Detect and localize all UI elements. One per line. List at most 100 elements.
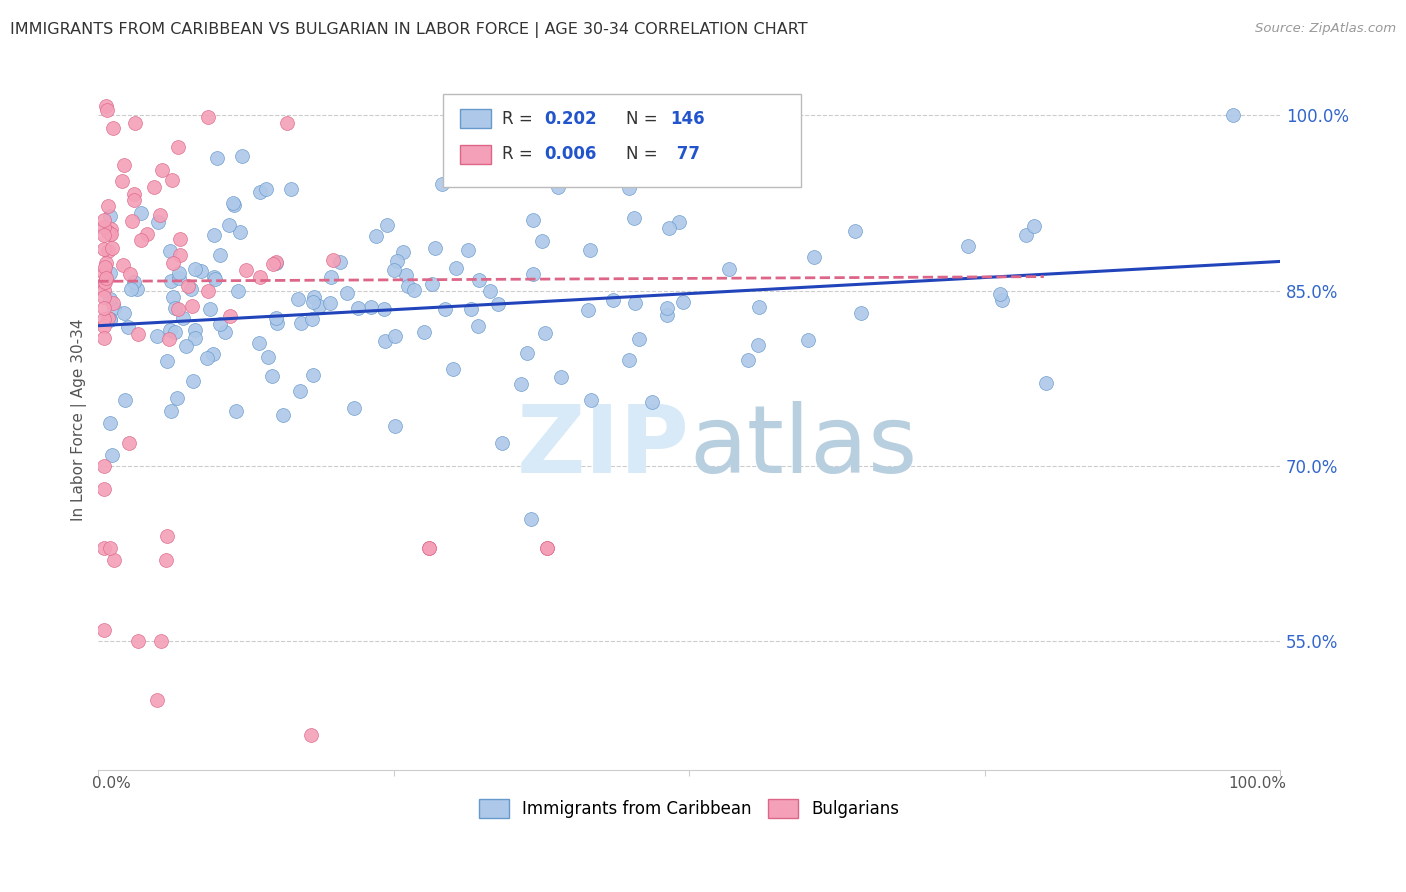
Point — [617, 181, 640, 195]
Point — [578, 243, 600, 257]
Point — [453, 169, 475, 184]
Point — [418, 541, 440, 555]
Point — [458, 152, 481, 166]
Point — [717, 262, 740, 277]
Point — [617, 353, 640, 368]
Point — [413, 325, 436, 339]
Point — [460, 301, 482, 316]
Point — [382, 262, 405, 277]
Point — [195, 351, 218, 365]
Point — [1024, 219, 1046, 234]
Point — [319, 270, 342, 285]
Point — [249, 269, 271, 284]
Point — [262, 257, 284, 271]
Point — [93, 219, 115, 234]
Text: 100.0%: 100.0% — [1229, 776, 1286, 791]
Point — [364, 229, 387, 244]
Point — [111, 174, 134, 188]
Point — [430, 178, 453, 192]
Point — [152, 162, 174, 177]
Point — [404, 284, 426, 298]
Point — [299, 728, 322, 742]
Point — [318, 296, 340, 310]
Point — [127, 634, 149, 648]
Point — [519, 165, 541, 179]
Point — [97, 199, 120, 213]
Point — [796, 333, 818, 347]
Point — [162, 255, 184, 269]
Point — [322, 253, 344, 268]
Point — [93, 458, 115, 473]
Point — [101, 241, 124, 255]
Point — [172, 311, 194, 326]
Point — [112, 158, 135, 172]
Point — [169, 232, 191, 246]
Point — [100, 222, 122, 236]
Text: 0.202: 0.202 — [544, 110, 596, 128]
Point — [174, 339, 197, 353]
Point — [418, 541, 440, 555]
Point — [347, 301, 370, 315]
Point — [146, 329, 169, 343]
Point — [478, 284, 501, 298]
Point — [222, 196, 245, 211]
Point — [491, 435, 513, 450]
Point — [122, 275, 145, 289]
Point — [395, 268, 418, 282]
Point — [1035, 376, 1057, 390]
Point — [98, 266, 121, 280]
Point — [204, 271, 226, 285]
Point — [94, 275, 117, 289]
Point — [94, 99, 117, 113]
Point — [93, 266, 115, 280]
Point — [177, 279, 200, 293]
Point — [184, 261, 207, 276]
Point — [547, 180, 569, 194]
Point — [628, 332, 651, 346]
Point — [169, 266, 191, 280]
Y-axis label: In Labor Force | Age 30-34: In Labor Force | Age 30-34 — [72, 318, 87, 521]
Point — [93, 290, 115, 304]
Text: Source: ZipAtlas.com: Source: ZipAtlas.com — [1256, 22, 1396, 36]
Point — [93, 283, 115, 297]
Point — [266, 316, 288, 330]
Text: R =: R = — [502, 110, 538, 128]
Point — [434, 301, 457, 316]
Point — [93, 276, 115, 290]
Point — [166, 140, 188, 154]
Point — [373, 302, 395, 317]
Point — [226, 285, 249, 299]
Point — [276, 116, 298, 130]
Point — [247, 335, 270, 350]
Point — [156, 529, 179, 543]
Point — [214, 325, 236, 339]
Point — [163, 325, 186, 339]
Text: N =: N = — [626, 110, 662, 128]
Point — [93, 312, 115, 326]
Point — [420, 277, 443, 291]
Point — [98, 541, 121, 555]
Point — [169, 248, 191, 262]
Point — [747, 338, 769, 352]
Point — [536, 541, 558, 555]
Point — [844, 224, 866, 238]
Point — [136, 227, 159, 241]
Point — [98, 292, 121, 306]
Point — [266, 256, 288, 270]
Point — [160, 172, 183, 186]
Point — [384, 329, 406, 343]
Point — [444, 261, 467, 276]
Text: R =: R = — [502, 145, 538, 163]
Point — [97, 244, 120, 258]
Point — [94, 270, 117, 285]
Point — [148, 208, 170, 222]
Point — [120, 267, 142, 281]
Point — [209, 248, 232, 262]
Point — [486, 297, 509, 311]
Point — [519, 511, 541, 525]
Point — [124, 186, 146, 201]
Point — [602, 293, 624, 308]
Point — [181, 299, 204, 313]
Point — [101, 296, 124, 310]
Point — [200, 301, 222, 316]
